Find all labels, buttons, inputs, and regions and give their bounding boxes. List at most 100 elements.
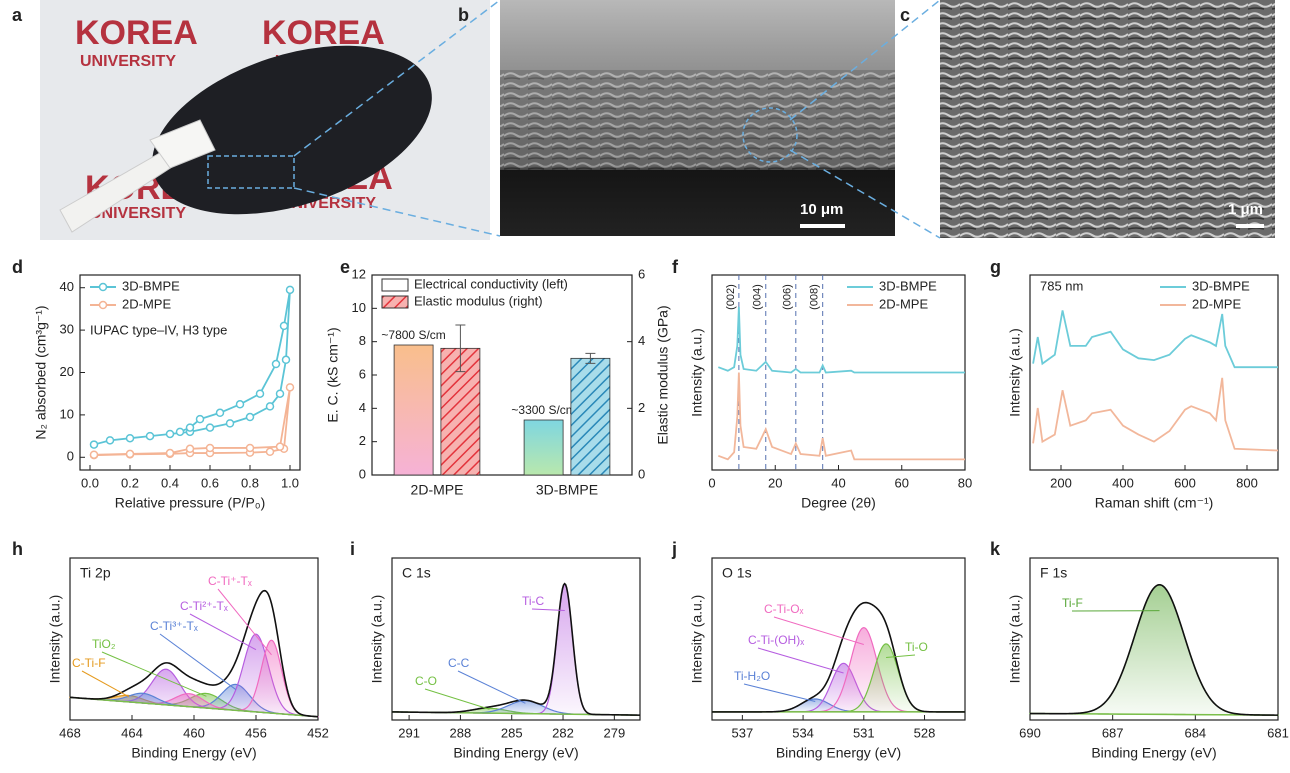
photo-a: KOREA UNIVERSITY KOREA UNIVERSITY KOREA … — [40, 0, 490, 246]
watermark: UNIVERSITY — [80, 53, 176, 70]
annotation: 785 nm — [1040, 278, 1083, 293]
panel-letter: b — [458, 5, 469, 25]
fit-envelope — [392, 584, 640, 715]
legend-swatch — [100, 302, 107, 309]
peak-label: C-Ti²⁺-Tₓ — [180, 599, 228, 613]
x-axis-label: Binding Energy (eV) — [131, 745, 256, 761]
y-axis-label: Intensity (a.u.) — [1007, 328, 1023, 417]
value-label: ~3300 S/cm — [511, 403, 575, 417]
data-point — [187, 424, 194, 431]
scale-bar-label: 1 μm — [1228, 201, 1263, 218]
panel-letter: a — [12, 5, 23, 25]
panel-letter: e — [340, 257, 350, 277]
label-leader — [425, 689, 489, 709]
x-tick-label: 20 — [768, 475, 782, 490]
reflection-label: (006) — [782, 284, 794, 310]
panel-letter: d — [12, 257, 23, 277]
x-tick-label: 528 — [914, 725, 936, 740]
data-point — [207, 444, 214, 451]
peak-label: C-Ti-F — [72, 656, 106, 670]
x-tick-label: 537 — [732, 725, 754, 740]
data-point — [267, 403, 274, 410]
y2-axis-label: Elastic modulus (GPa) — [655, 305, 671, 444]
data-point — [237, 401, 244, 408]
label-leader — [82, 671, 129, 697]
data-point — [287, 286, 294, 293]
data-point — [283, 356, 290, 363]
y-axis-label: Intensity (a.u.) — [47, 595, 63, 684]
x-tick-label: 200 — [1050, 475, 1072, 490]
x-tick-label: 291 — [398, 725, 420, 740]
data-point — [277, 443, 284, 450]
legend-label: 2D-MPE — [879, 296, 928, 311]
legend-label: 3D-BMPE — [879, 278, 937, 293]
spectrum-label: Ti 2p — [80, 565, 111, 581]
data-point — [217, 409, 224, 416]
series-line — [94, 290, 290, 445]
x-tick-label: 285 — [501, 725, 523, 740]
y-tick-label: 2 — [359, 433, 366, 448]
legend-label: 3D-BMPE — [1192, 278, 1250, 293]
scale-bar-label: 10 μm — [800, 201, 843, 218]
x-tick-label: 456 — [245, 725, 267, 740]
y-tick-label: 0 — [359, 466, 366, 481]
reflection-label: (002) — [725, 284, 737, 310]
peak-label: Ti-H₂O — [734, 669, 770, 683]
legend-label: 3D-BMPE — [122, 278, 180, 293]
x-tick-label: 1.0 — [281, 475, 299, 490]
y-tick-label: 4 — [359, 400, 366, 415]
data-point — [273, 361, 280, 368]
legend-label: 2D-MPE — [1192, 296, 1241, 311]
x-tick-label: 400 — [1112, 475, 1134, 490]
peak-label: C-Ti-Oₓ — [764, 602, 804, 616]
peak-label: C-Ti³⁺-Tₓ — [150, 619, 198, 633]
x-tick-label: 452 — [307, 725, 329, 740]
x-tick-label: 468 — [59, 725, 81, 740]
data-point — [107, 437, 114, 444]
x-axis-label: Degree (2θ) — [801, 495, 876, 511]
legend-swatch — [382, 279, 408, 291]
panel-letter: f — [672, 257, 679, 277]
y-axis-label: Intensity (a.u.) — [1007, 595, 1023, 684]
x-axis-label: Raman shift (cm⁻¹) — [1095, 495, 1214, 511]
x-tick-label: 0.0 — [81, 475, 99, 490]
data-point — [287, 384, 294, 391]
bar — [394, 345, 433, 475]
x-tick-label: 800 — [1236, 475, 1258, 490]
watermark: KOREA — [262, 14, 385, 52]
panel-letter: i — [350, 539, 355, 559]
y-tick-label: 40 — [60, 279, 74, 294]
x-tick-label: 690 — [1019, 725, 1041, 740]
fit-peak — [392, 585, 640, 716]
panel-letter: j — [671, 539, 677, 559]
series-line — [718, 307, 965, 373]
x-axis-label: Binding Energy (eV) — [453, 745, 578, 761]
reflection-label: (004) — [752, 284, 764, 310]
label-leader — [744, 684, 815, 702]
series-line — [718, 373, 965, 460]
y-tick-label: 12 — [352, 266, 366, 281]
x-tick-label: 80 — [958, 475, 972, 490]
y-tick-label: 6 — [359, 366, 366, 381]
x-tick-label: 282 — [552, 725, 574, 740]
value-label: ~7800 S/cm — [381, 328, 445, 342]
x-tick-label: 0 — [708, 475, 715, 490]
x-tick-label: 687 — [1102, 725, 1124, 740]
y-tick-label: 20 — [60, 364, 74, 379]
y-axis-label: E. C. (kS cm⁻¹) — [325, 327, 341, 422]
data-point — [277, 390, 284, 397]
y2-tick-label: 2 — [638, 400, 645, 415]
x-tick-label: 460 — [183, 725, 205, 740]
x-tick-label: 0.6 — [201, 475, 219, 490]
x-axis-label: Binding Energy (eV) — [776, 745, 901, 761]
panel-letter: c — [900, 5, 910, 25]
y-tick-label: 8 — [359, 333, 366, 348]
peak-label: C-Ti-(OH)ₓ — [748, 633, 804, 647]
panel-letter: h — [12, 539, 23, 559]
x-tick-label: 531 — [853, 725, 875, 740]
data-point — [187, 445, 194, 452]
sem-c: 1 μm — [940, 0, 1275, 238]
legend-label: Elastic modulus (right) — [414, 293, 543, 308]
y-tick-label: 10 — [60, 406, 74, 421]
